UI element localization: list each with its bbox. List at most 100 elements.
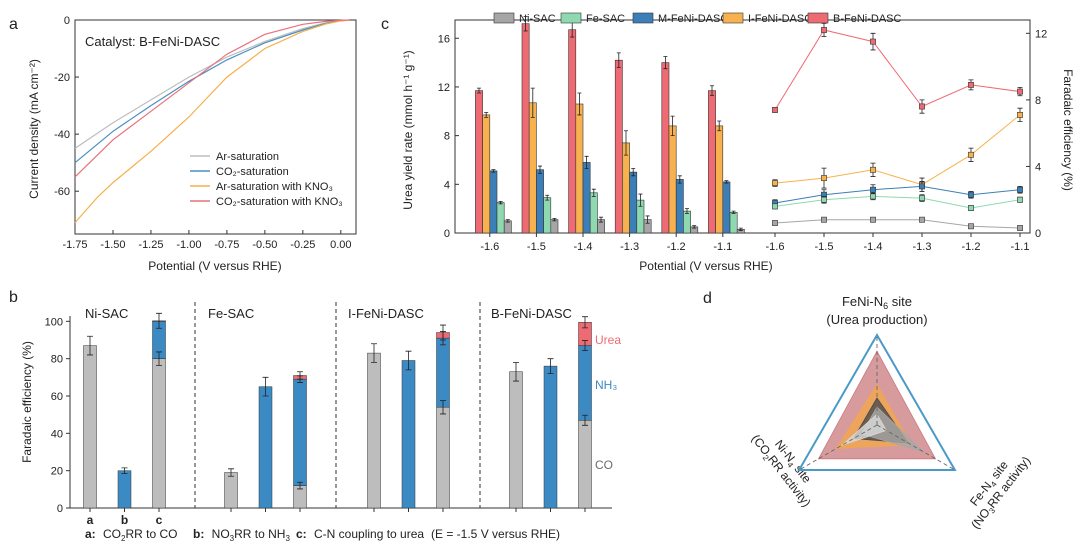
panel-a-frame	[74, 19, 357, 235]
panel-c-xtick-label: -1.5	[527, 241, 546, 253]
panel-c-xtick-label: -1.6	[480, 241, 499, 253]
panel-c-xtick-label: -1.4	[864, 241, 883, 253]
panel-label-a: a	[9, 16, 18, 33]
panel-c-xtick-label: -1.2	[667, 241, 686, 253]
caption-a-sub: 2	[121, 534, 126, 543]
panel-c-errorbar	[498, 200, 503, 205]
panel-b-bar-segment-co	[509, 371, 523, 509]
panel-c-left-ytick-label: 8	[444, 131, 450, 143]
panel-c-chart: Urea yield rate (mmol h⁻¹ g⁻¹) Faradaic …	[401, 12, 1075, 273]
panel-b-errorbar-inner	[582, 414, 588, 426]
panel-c-legend-label: Fe-SAC	[586, 13, 625, 25]
caption-b-sub2: 3	[285, 534, 290, 543]
panel-b-errorbar	[228, 468, 234, 477]
caption-c-text: C-N coupling to urea	[314, 527, 424, 541]
panel-b-errorbar	[547, 358, 554, 374]
panel-c-bar	[708, 90, 716, 234]
panel-b-bar-segment-nh3	[436, 337, 450, 408]
panel-c-bar	[729, 212, 738, 234]
panel-c-bar	[575, 103, 584, 234]
panel-c-errorbar	[545, 194, 550, 201]
panel-b-errorbar	[87, 335, 93, 356]
panel-c-bar	[683, 210, 691, 234]
panel-a-ytick-label: -40	[54, 129, 70, 141]
panel-c-fe-marker	[919, 216, 925, 223]
panel-c-right-ytick-label: 12	[1035, 28, 1047, 40]
panel-b-errorbar	[371, 343, 377, 363]
panel-c-fe-marker	[870, 186, 876, 193]
panel-c-errorbar	[591, 188, 596, 197]
radar-axis-sublabel-top: (Urea production)	[826, 312, 927, 327]
panel-c-bar	[675, 179, 684, 234]
panel-c-fe-marker	[821, 216, 827, 223]
panel-c-left-ytick-label: 4	[444, 179, 450, 191]
panel-c-errorbar	[491, 169, 496, 173]
panel-b-chart: Faradaic efficiency (%) Ni-SAC Fe-SAC I-…	[20, 302, 621, 543]
panel-a-annotation: Catalyst: B-FeNi-DASC	[85, 34, 220, 49]
panel-label-b: b	[9, 289, 18, 306]
panel-b-errorbar	[405, 350, 412, 371]
panel-a-legend-label: CO₂-saturation with KNO₃	[216, 196, 343, 208]
panel-a-xtick-label: -1.00	[176, 239, 201, 251]
panel-c-fe-marker	[821, 27, 827, 33]
panel-c-fe-line	[774, 195, 1021, 209]
panel-c-xtick-label: -1.1	[713, 241, 732, 253]
panel-b-errorbar-inner	[582, 340, 588, 352]
panel-c-fe-marker	[772, 180, 778, 186]
caption-b-text: NO	[212, 527, 230, 541]
panel-c-errorbar	[584, 155, 589, 169]
panel-c-errorbar	[631, 168, 636, 177]
panel-c-bar	[582, 162, 591, 234]
panel-a-ylabel: Current density (mA cm⁻²)	[27, 59, 41, 199]
panel-c-bar	[622, 142, 630, 234]
panel-c-bar	[629, 171, 638, 234]
panel-c-fe-marker	[772, 203, 778, 210]
panel-c-fe-marker	[772, 107, 778, 113]
panel-c-fe-marker	[968, 191, 974, 198]
panel-c-bar	[482, 114, 491, 234]
panel-c-errorbar	[624, 130, 628, 156]
panel-label-d: d	[703, 290, 712, 307]
panel-c-xtick-label: -1.1	[1011, 241, 1030, 253]
panel-a-legend-label: Ar-saturation with KNO₃	[216, 181, 333, 193]
panel-c-legend-swatch	[632, 12, 654, 24]
panel-c-legend-swatch	[807, 12, 829, 24]
panel-a-ytick-label: 0	[64, 15, 70, 27]
panel-b-bar-segment-nh3	[543, 365, 558, 509]
panel-c-errorbar	[505, 219, 510, 223]
panel-a-xtick-label: -1.50	[100, 239, 125, 251]
panel-c-fe-marker	[1017, 225, 1023, 231]
panel-a-xtick-label: 0.00	[330, 239, 351, 251]
panel-c-fe-line	[774, 29, 1021, 111]
caption-b-sub: 3	[230, 534, 235, 543]
panel-b-group-label: Fe-SAC	[208, 306, 254, 321]
radar-left-label-sub: 4	[785, 460, 795, 469]
panel-c-errorbar	[685, 208, 689, 214]
panel-c-fe-line	[774, 114, 1021, 186]
radar-axis-label-top: FeNi-N6 site	[842, 294, 912, 311]
panel-b-group-label: B-FeNi-DASC	[491, 306, 572, 321]
panel-c-errorbar	[477, 87, 481, 94]
panel-c-errorbar	[616, 52, 621, 68]
panel-c-left-ylabel: Urea yield rate (mmol h⁻¹ g⁻¹)	[401, 50, 415, 209]
panel-c-bar	[722, 181, 731, 234]
panel-c-left-ytick-label: 0	[444, 228, 450, 240]
panel-c-bar	[661, 62, 670, 234]
panel-a-xtick-label: -0.50	[252, 239, 277, 251]
panel-a-series-line	[74, 19, 350, 178]
panel-c-fe-marker	[821, 175, 827, 181]
panel-b-bar-segment-co	[152, 358, 166, 509]
panel-a-ytick-label: -60	[54, 186, 70, 198]
panel-c-errorbar	[538, 165, 542, 174]
panel-b-ytick-label: 60	[51, 391, 63, 403]
panel-c-fe-marker	[968, 151, 974, 158]
panel-c-xtick-label: -1.4	[574, 241, 593, 253]
panel-c-fe-marker	[1017, 88, 1023, 95]
radar-axis-label-left: Ni-N4 site (CO2RR activity)	[749, 432, 815, 510]
caption-a-text2: RR to CO	[125, 527, 177, 541]
panel-b-errorbar-inner	[297, 375, 303, 383]
panel-c-bar	[496, 202, 505, 234]
panel-b-errorbar	[156, 312, 162, 329]
panel-c-errorbar	[710, 85, 714, 96]
